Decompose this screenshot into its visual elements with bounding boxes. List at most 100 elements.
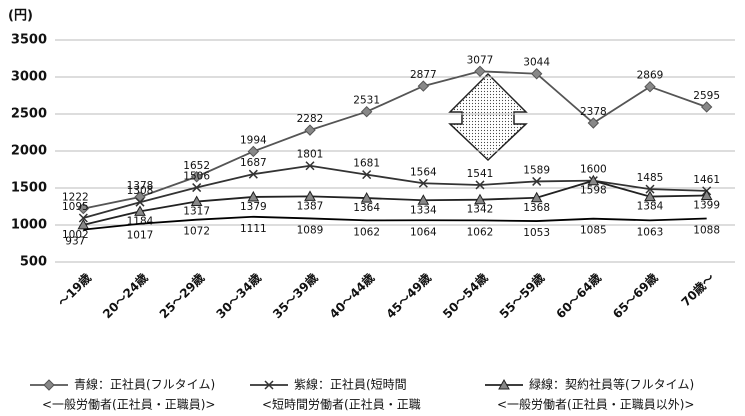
line [83,70,707,210]
x-tick-label: 35～39歳 [269,270,320,321]
value-label: 1222 [62,192,89,204]
point [474,65,486,78]
value-label: 1072 [183,226,210,238]
value-label: 1002 [62,229,89,241]
line [83,215,707,231]
value-label: 1063 [637,226,664,238]
y-tick-label: 500 [20,255,47,270]
line [83,179,707,226]
value-label: 1384 [637,201,664,213]
point [644,80,656,93]
value-label: 1053 [523,227,550,239]
value-label: 2378 [580,106,607,118]
value-label: 1681 [353,158,380,170]
legend-item: 緑線：契約社員等(フルタイム) <一般労働者(正社員・正職員以外)> [485,377,694,412]
value-label: 1062 [467,226,494,238]
point [190,195,203,207]
value-label: 1589 [523,164,550,176]
legend-label: 紫線：正社員(短時間 [294,377,407,392]
value-label: 1461 [693,174,720,186]
value-label: 1089 [297,224,324,236]
value-label: 1334 [410,204,437,216]
point [134,205,146,216]
x-tick-label: 70歳～ [678,270,717,309]
point [417,80,430,92]
legend-note: <一般労働者(正社員・正職員)> [42,397,215,412]
y-tick-label: 1500 [11,181,47,196]
legend-note: <一般労働者(正社員・正職員以外)> [497,397,694,412]
legend-item: 紫線：正社員(短時間 <短時間労働者(正社員・正職 [250,377,421,412]
point [644,190,656,202]
value-label: 1541 [467,168,494,180]
point [530,191,543,203]
value-label: 2531 [353,95,380,107]
value-label: 1506 [183,171,210,183]
point [135,197,145,207]
value-label: 1368 [523,202,550,214]
value-label: 1378 [127,180,154,192]
legend-note: <短時間労働者(正社員・正職 [262,397,421,412]
point [498,378,510,390]
point [248,169,258,179]
value-label: 1387 [297,200,324,212]
line [83,164,707,219]
value-label: 1600 [580,164,607,176]
value-label: 1062 [353,226,380,238]
point [587,174,600,186]
point [305,161,315,171]
y-tick-label: 2000 [11,144,47,159]
point [587,117,600,129]
value-label: 1652 [183,160,210,172]
point [474,193,486,205]
point [360,192,373,203]
point [78,213,88,223]
value-label: 1317 [183,206,210,218]
value-label: 1111 [240,223,267,235]
series: 1222 1378 1652 1994 2282 2531 2877 3077 3044 2378… [62,54,720,215]
legend-item: 青線：正社員(フルタイム) <一般労働者(正社員・正職員)> [30,377,215,412]
x-tick-label: 45～49歳 [383,270,434,321]
x-tick-label: 25～29歳 [156,270,207,321]
legend-label: 緑線：契約社員等(フルタイム) [529,377,694,392]
point [418,178,428,188]
x-tick-label: ～19歳 [55,270,94,309]
x-tick-label: 55～59歳 [496,270,547,321]
value-label: 1085 [580,225,607,237]
point [532,176,542,186]
value-label: 1095 [62,201,89,213]
value-label: 2869 [637,70,664,82]
arrow-shape [448,72,528,162]
value-label: 1687 [240,157,267,169]
point [192,183,202,193]
point [264,380,274,390]
value-label: 1994 [240,134,267,146]
legend-label: 青線：正社員(フルタイム) [74,377,215,392]
value-label: 1564 [410,166,437,178]
point [247,190,260,202]
series: 937 1017 1072 1111 1089 1062 1064 1062 1053 1085 1… [65,215,720,248]
value-label: 1801 [297,149,324,161]
y-tick-label: 3500 [11,33,47,48]
x-tick-label: 20～24歳 [99,270,150,321]
point [362,170,372,180]
x-tick-label: 60～64歳 [553,270,604,321]
point [700,101,713,113]
value-label: 2877 [410,69,437,81]
value-label: 1399 [693,199,720,211]
value-label: 1088 [693,224,720,236]
point [700,189,713,200]
point [530,68,543,80]
value-label: 3077 [467,54,494,66]
point [360,105,373,118]
x-tick-label: 40～44歳 [326,270,377,321]
value-label: 1064 [410,226,437,238]
value-label: 1364 [353,202,380,214]
value-label: 2595 [693,90,720,102]
value-label: 937 [65,236,85,248]
point [304,124,316,136]
value-label: 3044 [523,57,550,69]
point [77,202,90,215]
y-tick-label: 2500 [11,107,47,122]
